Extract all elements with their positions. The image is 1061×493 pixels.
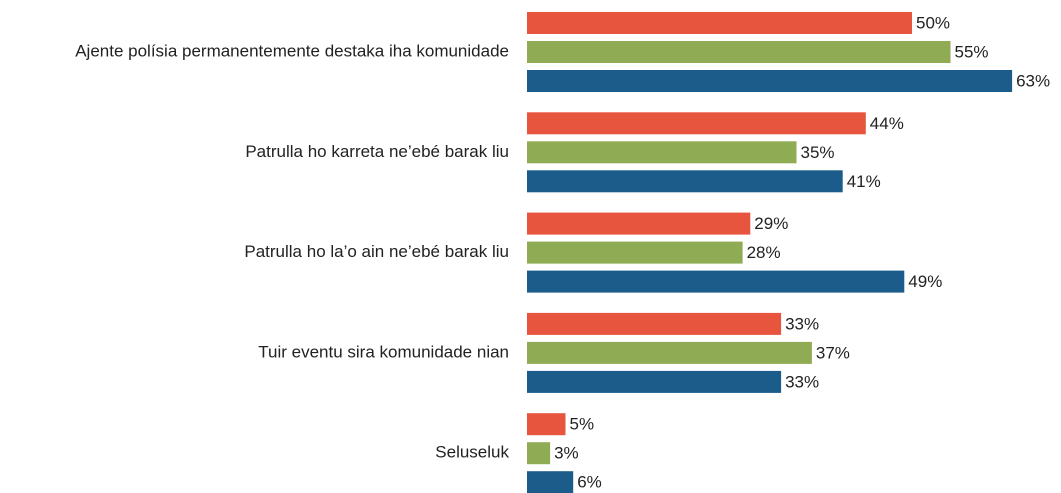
bar	[527, 141, 797, 164]
value-label: 33%	[785, 314, 819, 333]
bar	[527, 341, 812, 364]
value-label: 28%	[747, 243, 781, 262]
value-label: 44%	[870, 114, 904, 133]
bar	[527, 70, 1013, 92]
bar	[527, 370, 782, 393]
category-label: Ajente polísia permanentemente destaka i…	[75, 41, 509, 60]
bar	[527, 112, 866, 135]
bar	[527, 41, 951, 63]
value-label: 3%	[554, 444, 579, 463]
bar	[527, 413, 566, 436]
value-label: 6%	[577, 473, 602, 492]
bar	[527, 471, 574, 493]
value-label: 37%	[816, 343, 850, 362]
bar	[527, 212, 751, 235]
bar	[527, 170, 843, 193]
category-label: Tuir eventu sira komunidade nian	[258, 342, 509, 361]
category-label: Seluseluk	[435, 443, 509, 462]
value-label: 49%	[908, 272, 942, 291]
value-label: 33%	[785, 372, 819, 391]
bar	[527, 270, 905, 293]
value-label: 5%	[570, 415, 595, 434]
value-label: 41%	[847, 172, 881, 191]
category-label: Patrulla ho karreta ne’ebé barak liu	[245, 142, 509, 161]
bar	[527, 312, 782, 335]
value-label: 63%	[1016, 71, 1050, 90]
value-label: 35%	[801, 143, 835, 162]
bar	[527, 12, 912, 34]
value-label: 55%	[955, 42, 989, 61]
category-label: Patrulla ho la’o ain ne’ebé barak liu	[244, 242, 509, 261]
bar	[527, 442, 551, 465]
value-label: 29%	[754, 214, 788, 233]
bar	[527, 241, 743, 264]
value-label: 50%	[916, 13, 950, 32]
